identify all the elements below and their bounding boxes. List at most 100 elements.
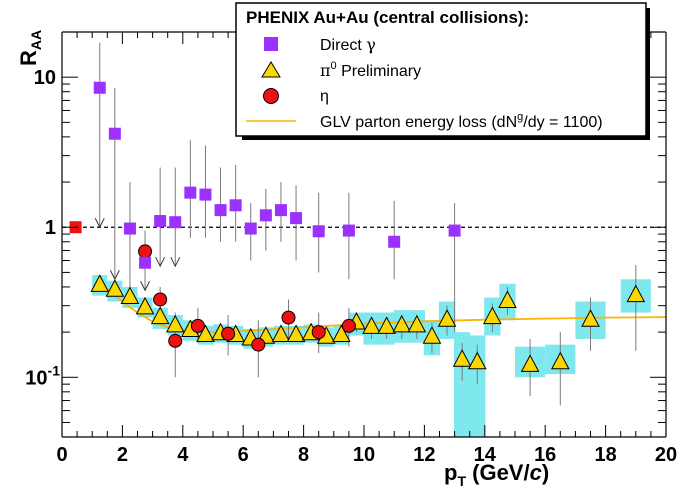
gamma-point-6 [184, 186, 197, 199]
pi0-point-31 [626, 284, 646, 303]
y-tick-label-exp-2: -1 [48, 362, 61, 378]
gamma-point-7 [199, 188, 212, 201]
pi0-point-24 [452, 349, 472, 367]
eta-point-0 [138, 244, 153, 259]
gamma-point-2 [123, 222, 136, 235]
x-axis-title-main: p [444, 460, 457, 485]
pi0-point-2 [120, 286, 140, 305]
pi0-point-20 [392, 314, 412, 333]
pi0-point-26 [483, 306, 502, 325]
legend-label-glv-suffix: /dy = 1100) [523, 114, 602, 131]
gamma-point-11 [259, 209, 272, 222]
legend-box [235, 2, 647, 137]
y-tick-label-1: 1 [45, 217, 56, 239]
legend-label-glv: GLV parton energy loss (dNg/dy = 1100) [320, 111, 603, 131]
x-axis-title-unit-suffix: ) [542, 460, 549, 485]
gamma-point-16 [388, 235, 401, 248]
gamma-point-14 [312, 225, 325, 238]
pi0-point-18 [362, 316, 381, 334]
gamma-upper-limit-arrow-5 [170, 256, 181, 268]
legend-marker-direct-gamma [264, 37, 278, 51]
pi0-point-12 [271, 324, 291, 342]
gamma-upper-limit-arrow-3 [140, 281, 150, 292]
legend-label-pi0-sup: 0 [331, 60, 337, 72]
eta-point-3 [190, 318, 205, 333]
legend-label-pi0: π0 Preliminary [320, 60, 421, 80]
x-axis-title-unit-var: c [530, 460, 542, 485]
gamma-upper-limit-arrow-4 [155, 256, 166, 268]
pi0-point-1 [105, 279, 125, 297]
pi0-point-28 [520, 354, 540, 372]
eta-point-7 [311, 325, 326, 340]
gamma-point-15 [342, 224, 355, 237]
pi0-point-5 [165, 314, 185, 333]
glv-curve-layer [106, 287, 667, 334]
x-axis-title-sub: T [457, 473, 466, 489]
gamma-point-1 [108, 127, 121, 140]
glv-curve [106, 287, 667, 334]
gamma-point-9 [229, 199, 242, 212]
markers-layer [69, 81, 646, 372]
y-axis-title-sub: AA [28, 30, 44, 50]
gamma-point-10 [244, 222, 257, 235]
eta-point-6 [281, 310, 296, 325]
y-axis-title-main: R [16, 50, 41, 66]
pi0-point-7 [196, 324, 215, 342]
legend-label-glv-sup: g [517, 111, 523, 123]
gamma-point-0 [93, 81, 106, 94]
eta-point-8 [341, 318, 356, 333]
x-axis-title: pT (GeV/c) [444, 460, 549, 489]
legend-label-direct-gamma-symbol: γ [366, 35, 376, 54]
axis-titles: pT (GeV/c) RAA [16, 30, 549, 489]
pi0-point-3 [135, 296, 155, 315]
legend-marker-pi0 [261, 61, 281, 78]
legend-title: PHENIX Au+Au (central collisions): [246, 8, 529, 27]
x-tick-label-4: 8 [298, 444, 309, 466]
x-tick-label-0: 0 [56, 444, 67, 466]
pi0-point-27 [498, 290, 517, 308]
legend-label-glv-prefix: GLV parton energy loss (dN [320, 114, 517, 131]
gamma-point-3 [139, 256, 152, 269]
x-tick-label-6: 12 [413, 444, 435, 466]
y-axis-title-group: RAA [16, 30, 44, 66]
pi0-point-0 [90, 274, 110, 292]
y-axis-title: RAA [16, 30, 44, 66]
gamma-point-5 [169, 216, 182, 229]
gamma-point-17 [448, 224, 461, 237]
pi0-point-19 [377, 316, 396, 334]
x-tick-label-8: 16 [534, 444, 556, 466]
pi0-point-22 [422, 326, 442, 344]
legend-label-eta: η [320, 88, 329, 105]
gamma-point-8 [214, 204, 227, 217]
legend-marker-eta [263, 88, 279, 104]
pi0-point-16 [332, 324, 351, 342]
y-tick-label-2: 10-1 [25, 362, 60, 389]
pi0-point-29 [550, 351, 570, 370]
pi0-point-13 [286, 324, 306, 342]
x-tick-label-2: 4 [177, 444, 189, 466]
legend-label-pi0-symbol: π [320, 61, 331, 80]
pi0-point-4 [150, 306, 170, 325]
eta-point-4 [221, 326, 236, 341]
eta-point-5 [251, 337, 266, 352]
x-tick-label-10: 20 [655, 444, 677, 466]
y-tick-label-0: 10 [34, 67, 56, 89]
pi0-point-21 [407, 314, 427, 333]
y-tick-label-base-2: 10 [25, 367, 47, 389]
legend-label-direct-gamma: Direct γ [320, 35, 376, 54]
eta-point-1 [153, 292, 168, 307]
x-tick-label-1: 2 [117, 444, 128, 466]
legend-label-direct-gamma-text: Direct [320, 37, 366, 54]
x-tick-label-9: 18 [594, 444, 616, 466]
gamma-upper-limit-arrow-0 [94, 218, 105, 229]
legend-label-pi0-text: Preliminary [337, 63, 421, 80]
x-tick-label-5: 10 [353, 444, 375, 466]
gamma-point-12 [274, 204, 287, 217]
pi0-point-30 [581, 309, 600, 327]
x-tick-label-3: 6 [238, 444, 249, 466]
legend: PHENIX Au+Au (central collisions): Direc… [235, 2, 650, 140]
gamma-point-4 [154, 215, 167, 228]
x-axis-title-unit-prefix: (GeV/ [466, 460, 530, 485]
eta-point-2 [168, 333, 183, 348]
